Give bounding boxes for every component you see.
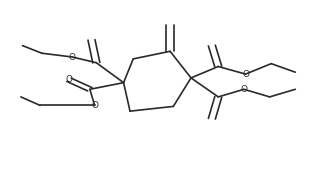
Text: O: O — [240, 85, 247, 94]
Text: O: O — [91, 101, 98, 110]
Text: O: O — [242, 70, 249, 79]
Text: O: O — [65, 75, 73, 84]
Text: O: O — [69, 52, 76, 62]
